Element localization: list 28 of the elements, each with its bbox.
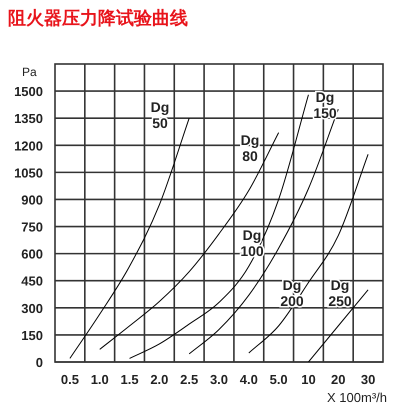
x-tick-label: 30 <box>360 372 376 387</box>
y-tick-label: 1350 <box>14 111 43 126</box>
x-tick-label: 10 <box>301 372 316 387</box>
chart-title: 阻火器压力降试验曲线 <box>8 8 188 28</box>
x-tick-label: 1.5 <box>120 372 139 387</box>
y-tick-label: 900 <box>21 192 43 208</box>
y-tick-label: 300 <box>21 300 43 316</box>
x-tick-label: 1.0 <box>90 372 109 387</box>
x-tick-label: 4.0 <box>240 372 258 387</box>
y-tick-label: 750 <box>21 220 43 235</box>
series-label: Dg 50 <box>150 99 170 131</box>
x-axis-title: X 100m³/h <box>327 390 387 404</box>
y-tick-label: 1500 <box>14 84 43 100</box>
y-tick-label: 600 <box>21 246 43 262</box>
x-tick-label: 2.0 <box>150 372 168 387</box>
y-tick-label: 1200 <box>14 138 43 154</box>
series-label: Dg 80 <box>240 132 260 164</box>
y-tick-label: 1050 <box>14 165 43 180</box>
x-tick-label: 0.5 <box>60 372 79 387</box>
x-tick-label: 2.5 <box>180 372 198 387</box>
x-tick-label: 3.0 <box>210 372 228 387</box>
y-tick-label: 0 <box>36 355 43 370</box>
x-tick-label: 20 <box>331 372 346 387</box>
y-tick-label: 450 <box>21 274 43 289</box>
x-tick-label: 5.0 <box>270 372 288 387</box>
series-label: Dg 250 <box>328 277 352 309</box>
y-tick-label: 150 <box>21 328 43 343</box>
y-axis-title: Pa <box>22 65 38 79</box>
